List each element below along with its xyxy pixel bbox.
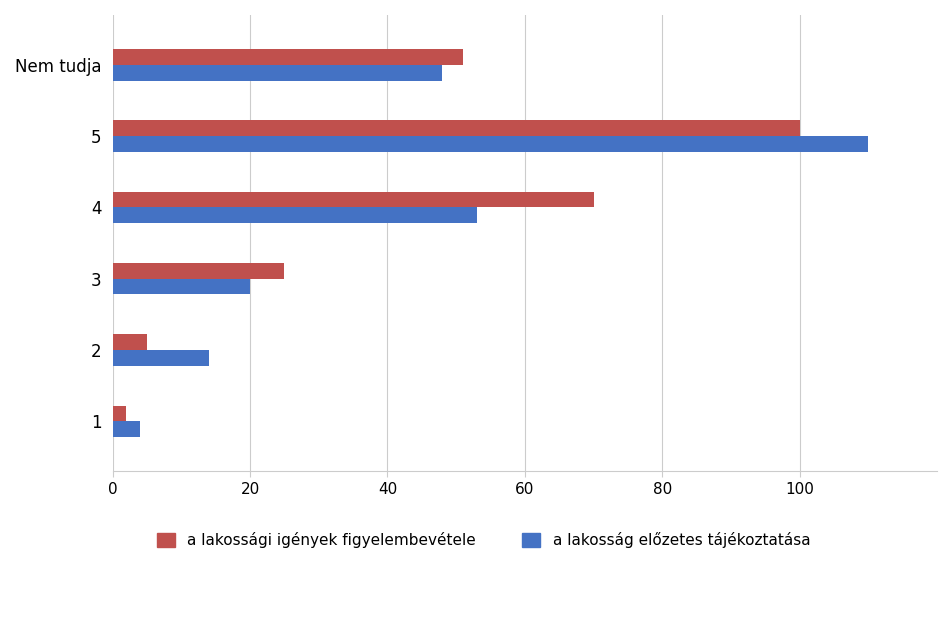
Bar xyxy=(112,263,285,279)
Bar xyxy=(112,421,140,437)
Bar xyxy=(112,406,127,421)
Legend: a lakossági igények figyelembevétele, a lakosság előzetes tájékoztatása: a lakossági igények figyelembevétele, a … xyxy=(149,524,818,556)
Bar xyxy=(112,334,147,350)
Bar xyxy=(112,207,477,223)
Bar xyxy=(112,350,208,366)
Bar xyxy=(112,279,250,294)
Bar xyxy=(112,192,593,207)
Bar xyxy=(112,136,868,152)
Bar xyxy=(112,65,443,80)
Bar xyxy=(112,49,463,65)
Bar xyxy=(112,121,800,136)
